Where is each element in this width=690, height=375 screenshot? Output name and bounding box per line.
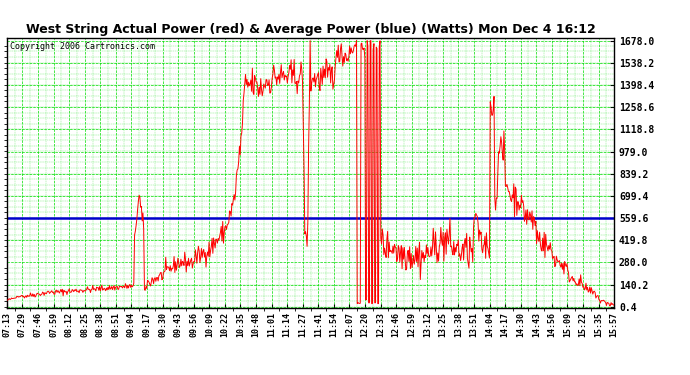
Title: West String Actual Power (red) & Average Power (blue) (Watts) Mon Dec 4 16:12: West String Actual Power (red) & Average… [26, 23, 595, 36]
Text: Copyright 2006 Cartronics.com: Copyright 2006 Cartronics.com [10, 42, 155, 51]
